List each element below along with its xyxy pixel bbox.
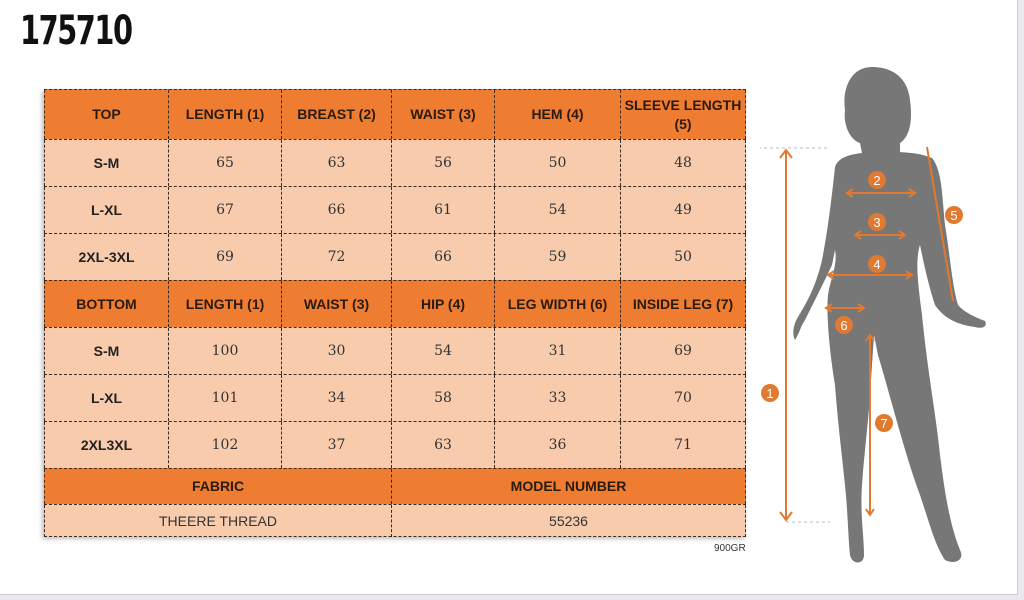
table-cell: 66 — [281, 187, 391, 233]
table-cell: 63 — [281, 140, 391, 186]
weight-label: 900GR — [714, 543, 746, 554]
table-cell: 69 — [620, 328, 746, 374]
marker-5: 5 — [945, 206, 963, 224]
table-row: S-M 65 63 56 50 48 — [44, 139, 746, 186]
table-cell: 31 — [494, 328, 620, 374]
header-cell: SLEEVE LENGTH (5) — [620, 90, 746, 139]
header-cell: WAIST (3) — [391, 90, 494, 139]
table-cell: THEERE THREAD — [44, 505, 391, 537]
table-cell: 100 — [168, 328, 281, 374]
table-cell: 61 — [391, 187, 494, 233]
table-cell: 30 — [281, 328, 391, 374]
marker-1: 1 — [761, 384, 779, 402]
header-cell: FABRIC — [44, 469, 391, 504]
table-row: 2XL3XL 102 37 63 36 71 — [44, 421, 746, 468]
header-cell: HEM (4) — [494, 90, 620, 139]
table-cell: 69 — [168, 234, 281, 280]
table-cell: 66 — [391, 234, 494, 280]
table-cell: 55236 — [391, 505, 746, 537]
woman-silhouette — [793, 67, 986, 563]
table-row: L-XL 101 34 58 33 70 — [44, 374, 746, 421]
marker-4: 4 — [868, 255, 886, 273]
header-cell: BREAST (2) — [281, 90, 391, 139]
table-row: 2XL-3XL 69 72 66 59 50 — [44, 233, 746, 280]
header-cell: TOP — [44, 90, 168, 139]
table-cell: 48 — [620, 140, 746, 186]
table-cell: 2XL-3XL — [44, 234, 168, 280]
marker-2: 2 — [868, 171, 886, 189]
table-cell: 101 — [168, 375, 281, 421]
body-measurement-figure: 1 2 3 4 5 6 7 — [760, 67, 986, 563]
measurement-markers: 1 2 3 4 5 6 7 — [761, 171, 963, 432]
svg-text:7: 7 — [880, 416, 887, 431]
header-cell: MODEL NUMBER — [391, 469, 746, 504]
table-cell: 71 — [620, 422, 746, 468]
table-cell: 63 — [391, 422, 494, 468]
table-row: S-M 100 30 54 31 69 — [44, 327, 746, 374]
svg-text:5: 5 — [950, 208, 957, 223]
table-cell: S-M — [44, 328, 168, 374]
info-header-row: FABRIC MODEL NUMBER — [44, 468, 746, 504]
table-cell: L-XL — [44, 187, 168, 233]
table-border — [44, 536, 746, 537]
table-cell: 54 — [391, 328, 494, 374]
header-cell: BOTTOM — [44, 281, 168, 327]
svg-text:2: 2 — [873, 173, 880, 188]
top-header-row: TOP LENGTH (1) BREAST (2) WAIST (3) HEM (4) S… — [44, 89, 746, 139]
table-row: L-XL 67 66 61 54 49 — [44, 186, 746, 233]
header-cell: WAIST (3) — [281, 281, 391, 327]
header-cell: HIP (4) — [391, 281, 494, 327]
table-cell: 70 — [620, 375, 746, 421]
table-cell: 58 — [391, 375, 494, 421]
size-table: TOP LENGTH (1) BREAST (2) WAIST (3) HEM (4) S… — [44, 89, 746, 537]
header-cell: LENGTH (1) — [168, 281, 281, 327]
table-cell: 2XL3XL — [44, 422, 168, 468]
table-cell: 49 — [620, 187, 746, 233]
table-cell: 36 — [494, 422, 620, 468]
table-cell: 33 — [494, 375, 620, 421]
svg-text:1: 1 — [766, 386, 773, 401]
header-cell: INSIDE LEG (7) — [620, 281, 746, 327]
table-cell: 65 — [168, 140, 281, 186]
bottom-header-row: BOTTOM LENGTH (1) WAIST (3) HIP (4) LEG WIDT… — [44, 280, 746, 327]
table-cell: 54 — [494, 187, 620, 233]
header-cell: LENGTH (1) — [168, 90, 281, 139]
measurement-arrows — [760, 146, 954, 523]
marker-7: 7 — [875, 414, 893, 432]
svg-text:3: 3 — [873, 215, 880, 230]
table-cell: 56 — [391, 140, 494, 186]
svg-text:4: 4 — [873, 257, 880, 272]
table-cell: 37 — [281, 422, 391, 468]
table-cell: 59 — [494, 234, 620, 280]
table-cell: 72 — [281, 234, 391, 280]
table-cell: 102 — [168, 422, 281, 468]
table-cell: S-M — [44, 140, 168, 186]
product-code: 175710 — [20, 8, 133, 54]
table-cell: 67 — [168, 187, 281, 233]
table-cell: L-XL — [44, 375, 168, 421]
table-cell: 50 — [620, 234, 746, 280]
marker-6: 6 — [835, 316, 853, 334]
info-row: THEERE THREAD 55236 — [44, 504, 746, 537]
marker-3: 3 — [868, 213, 886, 231]
svg-text:6: 6 — [840, 318, 847, 333]
table-cell: 50 — [494, 140, 620, 186]
table-cell: 34 — [281, 375, 391, 421]
header-cell: LEG WIDTH (6) — [494, 281, 620, 327]
